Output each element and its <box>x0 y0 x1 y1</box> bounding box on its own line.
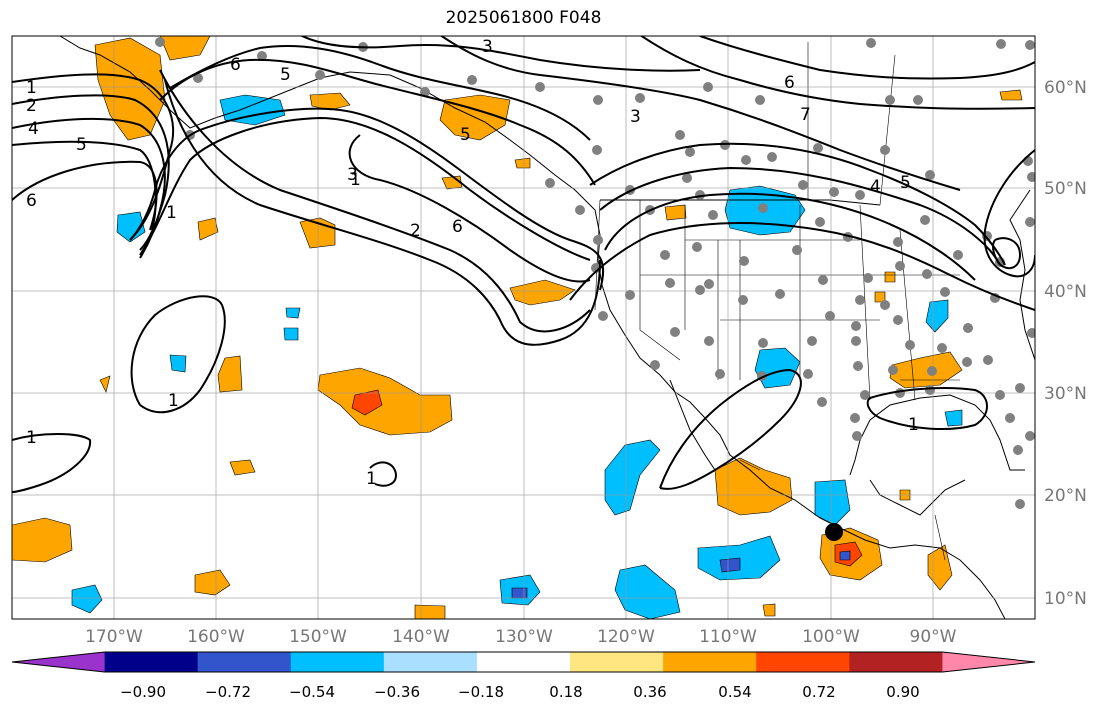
contour-label: 3 <box>630 107 641 127</box>
contour-label: 1 <box>908 415 919 435</box>
colorbar-tick: 0.54 <box>718 683 751 701</box>
colorbar-tick: 0.36 <box>633 683 666 701</box>
colorbar-segment <box>663 652 757 672</box>
contour-label: 2 <box>26 96 37 116</box>
contour-label: 6 <box>26 191 37 211</box>
colorbar-tick: −0.36 <box>374 683 420 701</box>
colorbar-segment <box>197 652 292 672</box>
lat-label: 40°N <box>1044 282 1087 302</box>
storm-marker <box>825 523 843 541</box>
colorbar-segment <box>383 652 478 672</box>
contour-label: 3 <box>347 165 358 185</box>
colorbar-segment <box>104 652 199 672</box>
state-borders <box>594 42 960 561</box>
lat-label: 10°N <box>1044 589 1087 609</box>
contour-label: 4 <box>28 119 39 139</box>
lon-label: 160°W <box>187 627 245 647</box>
contour-label: 5 <box>460 125 471 145</box>
colorbar-tick: 0.90 <box>886 683 919 701</box>
colorbar-segment <box>756 652 850 672</box>
lat-label: 60°N <box>1044 78 1087 98</box>
map-frame <box>11 35 1036 620</box>
station-points <box>155 37 1035 509</box>
colorbar-tick: −0.54 <box>289 683 335 701</box>
contour-label: 7 <box>800 105 811 125</box>
contour-labels: 1 2 4 5 6 6 5 3 1 1 2 6 3 5 3 6 7 4 5 1 … <box>26 37 919 489</box>
lat-label: 50°N <box>1044 179 1087 199</box>
latitude-labels: 60°N 50°N 40°N 30°N 20°N 10°N <box>1044 78 1087 609</box>
contour-label: 2 <box>410 221 421 241</box>
lon-label: 110°W <box>699 627 757 647</box>
anomaly-shading <box>12 36 1023 619</box>
contour-label: 1 <box>366 469 377 489</box>
contour-label: 1 <box>166 203 177 223</box>
colorbar-segment <box>570 652 664 672</box>
contour-label: 6 <box>784 73 795 93</box>
colorbar-extend-low <box>12 652 105 672</box>
contour-label: 5 <box>900 173 911 193</box>
lat-label: 30°N <box>1044 384 1087 404</box>
colorbar-segment <box>290 652 385 672</box>
contour-lines <box>12 36 1035 493</box>
contour-label: 1 <box>350 170 361 190</box>
colorbar-tick-labels: −0.90 −0.72 −0.54 −0.36 −0.18 0.18 0.36 … <box>120 683 920 701</box>
contour-label: 1 <box>26 78 37 98</box>
lon-label: 170°W <box>85 627 143 647</box>
lon-label: 150°W <box>289 627 347 647</box>
colorbar <box>11 651 1036 673</box>
contour-label: 6 <box>230 55 241 75</box>
lat-label: 20°N <box>1044 486 1087 506</box>
colorbar-tick: 0.72 <box>802 683 835 701</box>
colorbar-tick: −0.72 <box>205 683 251 701</box>
lon-label: 130°W <box>495 627 553 647</box>
lon-label: 120°W <box>597 627 655 647</box>
map-content: 1 2 4 5 6 6 5 3 1 1 2 6 3 5 3 6 7 4 5 1 … <box>12 36 1035 619</box>
lon-label: 90°W <box>910 627 957 647</box>
colorbar-segment <box>849 652 943 672</box>
longitude-labels: 170°W 160°W 150°W 140°W 130°W 120°W 110°… <box>85 627 957 647</box>
colorbar-extend-high <box>942 652 1035 672</box>
contour-label: 1 <box>26 428 37 448</box>
colorbar-outline <box>11 651 1036 673</box>
colorbar-tick: −0.18 <box>458 683 504 701</box>
colorbar-segment <box>476 652 571 672</box>
contour-label: 6 <box>452 217 463 237</box>
contour-label: 3 <box>482 37 493 57</box>
contour-label: 4 <box>870 177 881 197</box>
contour-label: 1 <box>168 391 179 411</box>
colorbar-tick: 0.18 <box>549 683 582 701</box>
colorbar-tick: −0.90 <box>120 683 166 701</box>
contour-label: 5 <box>280 65 291 85</box>
contour-label: 5 <box>76 135 87 155</box>
chart-title: 2025061800 F048 <box>445 8 602 28</box>
lon-label: 140°W <box>392 627 450 647</box>
lon-label: 100°W <box>802 627 860 647</box>
